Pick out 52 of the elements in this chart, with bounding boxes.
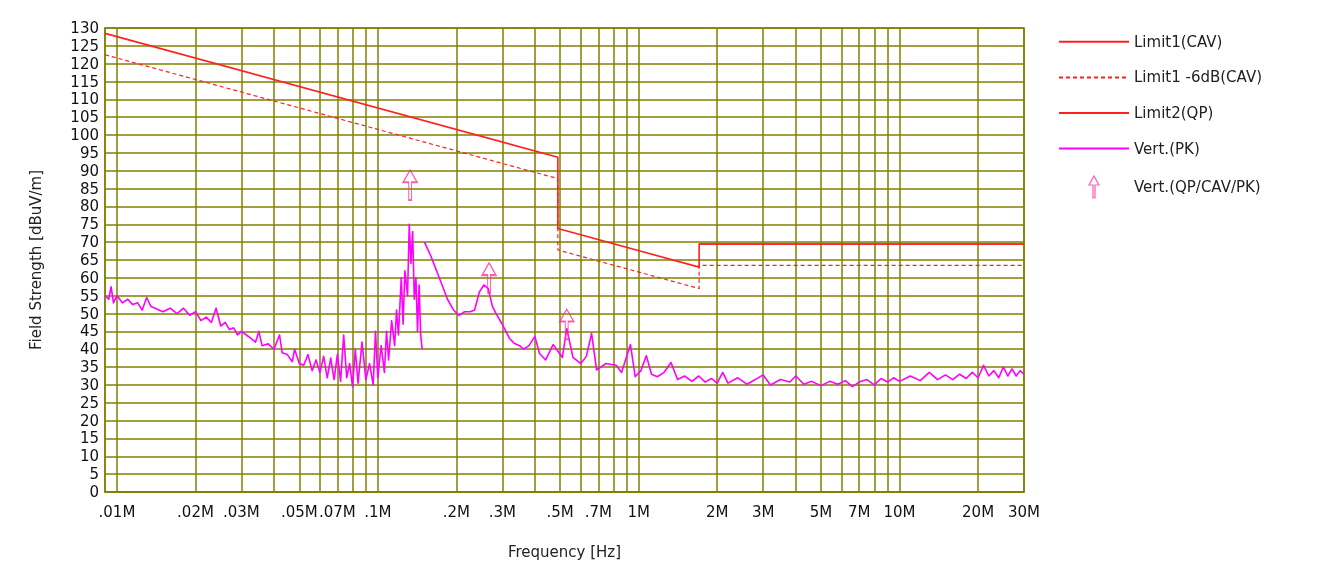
x-tick-label: 5M [809, 502, 833, 521]
x-axis-title: Frequency [Hz] [507, 542, 622, 561]
y-tick-label: 65 [79, 251, 99, 269]
legend-label: Limit2(QP) [1134, 104, 1214, 122]
y-tick-label: 20 [79, 411, 99, 430]
x-tick-label: .7M [584, 502, 612, 521]
x-tick-label: 30M [1007, 502, 1041, 521]
x-tick-label: 1M [627, 502, 650, 521]
y-tick-label: 115 [70, 72, 99, 91]
y-tick-label: 60 [79, 268, 99, 287]
y-tick-label: 75 [79, 215, 99, 234]
x-tick-label: 10M [883, 502, 916, 521]
y-axis-title: Field Strength [dBuV/m] [26, 170, 45, 350]
y-tick-label: 55 [79, 286, 99, 305]
x-tick-label: .03M [223, 502, 260, 521]
x-tick-label: 2M [705, 502, 729, 521]
x-tick-label: .01M [98, 502, 136, 521]
x-tick-label: .05M [280, 502, 318, 521]
y-tick-label: 110 [70, 90, 99, 109]
y-tick-label: 85 [79, 179, 99, 198]
x-tick-label: .5M [546, 502, 574, 521]
y-tick-label: 130 [70, 19, 99, 37]
x-tick-label: 20M [962, 502, 995, 521]
y-tick-label: 50 [79, 304, 99, 323]
y-tick-label: 5 [89, 465, 99, 484]
y-tick-label: 25 [79, 393, 99, 412]
y-tick-label: 30 [79, 375, 99, 394]
y-tick-label: 70 [79, 233, 99, 252]
y-tick-label: 125 [70, 36, 99, 55]
y-tick-label: 80 [79, 197, 99, 216]
legend-label: Limit1 -6dB(CAV) [1134, 68, 1263, 87]
x-tick-label: .2M [442, 502, 470, 521]
y-tick-label: 95 [79, 143, 99, 162]
y-tick-label: 15 [79, 429, 99, 448]
legend-label: Vert.(PK) [1134, 139, 1200, 158]
x-tick-label: 3M [751, 502, 775, 521]
y-tick-label: 120 [70, 54, 99, 73]
y-tick-label: 35 [79, 358, 99, 377]
x-tick-label: .07M [319, 502, 356, 521]
y-tick-label: 0 [89, 483, 99, 501]
legend-label: Limit1(CAV) [1134, 32, 1223, 51]
y-tick-label: 105 [70, 108, 99, 127]
y-tick-label: 10 [79, 447, 99, 466]
x-tick-label: 7M [847, 502, 871, 521]
y-tick-label: 40 [79, 340, 99, 359]
x-tick-label: .3M [488, 502, 516, 521]
legend-label: Vert.(QP/CAV/PK) [1134, 178, 1261, 196]
x-tick-label: .02M [177, 502, 214, 521]
x-tick-label: .1M [364, 502, 392, 521]
y-tick-label: 45 [79, 322, 99, 341]
y-tick-label: 100 [70, 126, 99, 145]
y-tick-label: 90 [79, 161, 99, 180]
